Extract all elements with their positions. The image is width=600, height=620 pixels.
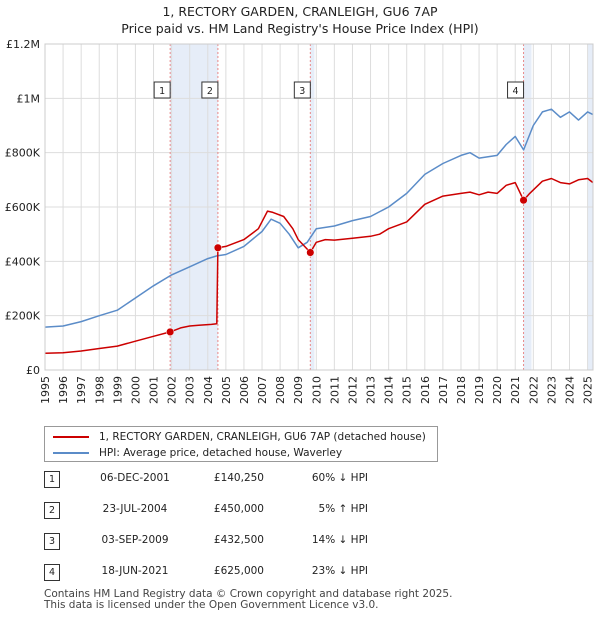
legend-swatch-hpi	[53, 452, 89, 454]
legend-label-hpi: HPI: Average price, detached house, Wave…	[99, 447, 343, 459]
sale-date: 06-DEC-2001	[100, 472, 170, 484]
legend: 1, RECTORY GARDEN, CRANLEIGH, GU6 7AP (d…	[44, 426, 438, 462]
x-tick-label: 2002	[166, 376, 179, 404]
x-tick-label: 2017	[437, 376, 450, 404]
x-tick-label: 1997	[75, 376, 88, 404]
legend-swatch-property	[53, 436, 89, 438]
y-tick-label: £600K	[5, 201, 41, 214]
sale-label: 3	[299, 86, 305, 97]
sale-marker-number: 3	[44, 533, 60, 550]
sale-date: 03-SEP-2009	[101, 534, 169, 546]
y-tick-label: £1M	[17, 92, 41, 105]
x-tick-label: 2012	[346, 376, 359, 404]
sale-price: £432,500	[213, 534, 264, 546]
x-tick-label: 1999	[111, 376, 124, 404]
plot-frame	[44, 43, 594, 371]
chart-title-block: 1, RECTORY GARDEN, CRANLEIGH, GU6 7AP Pr…	[0, 3, 600, 37]
sale-point	[166, 327, 175, 336]
sale-marker-number: 2	[44, 502, 60, 519]
x-tick-label: 1998	[93, 376, 106, 404]
sale-row: 2 23-JUL-2004 £450,000 5% ↑ HPI	[44, 502, 444, 520]
y-tick-label: £1.2M	[6, 38, 40, 51]
x-tick-label: 2021	[509, 376, 522, 404]
sale-price: £625,000	[213, 565, 264, 577]
sale-hpi-diff: 14% ↓ HPI	[311, 534, 368, 546]
sale-row: 3 03-SEP-2009 £432,500 14% ↓ HPI	[44, 533, 444, 551]
series-line-property	[44, 177, 594, 354]
sale-row: 1 06-DEC-2001 £140,250 60% ↓ HPI	[44, 471, 444, 489]
x-tick-label: 2014	[383, 376, 396, 404]
x-tick-label: 1995	[39, 376, 52, 404]
x-tick-label: 2018	[455, 376, 468, 404]
sale-marker-number: 1	[44, 471, 60, 488]
sale-label-box	[507, 81, 525, 99]
sale-label: 1	[159, 86, 165, 97]
x-tick-label: 2024	[563, 376, 576, 404]
x-tick-label: 2020	[491, 376, 504, 404]
sale-date: 23-JUL-2004	[102, 503, 168, 515]
x-tick-label: 2019	[473, 376, 486, 404]
x-tick-label: 2006	[238, 376, 251, 404]
y-tick-label: £800K	[5, 147, 41, 160]
sale-label-box	[153, 81, 171, 99]
sale-hpi-diff: 60% ↓ HPI	[311, 472, 368, 484]
footer-attribution: Contains HM Land Registry data © Crown c…	[44, 589, 452, 611]
price-chart: 1 2 3 4 £0 £200K £400K £600K £800K £1M £1.2M 1995 19…	[5, 38, 595, 404]
sale-price: £450,000	[213, 503, 264, 515]
footer-line-1: Contains HM Land Registry data © Crown c…	[44, 588, 453, 600]
sale-label-box	[293, 81, 311, 99]
x-tick-label: 2015	[401, 376, 414, 404]
chart-subtitle: Price paid vs. HM Land Registry's House …	[121, 21, 479, 36]
y-tick-label: £0	[26, 364, 40, 377]
x-tick-label: 2005	[220, 376, 233, 404]
sale-label: 4	[513, 86, 519, 97]
x-tick-label: 2025	[582, 376, 595, 404]
legend-label-property: 1, RECTORY GARDEN, CRANLEIGH, GU6 7AP (d…	[99, 431, 426, 443]
x-tick-label: 2016	[419, 376, 432, 404]
sale-point	[213, 243, 222, 252]
sale-marker-number: 4	[44, 564, 60, 581]
x-tick-label: 2013	[365, 376, 378, 404]
sale-price: £140,250	[213, 472, 264, 484]
y-tick-label: £400K	[5, 255, 41, 268]
x-tick-label: 2023	[545, 376, 558, 404]
x-tick-label: 2011	[328, 376, 341, 404]
x-tick-label: 2008	[274, 376, 287, 404]
x-tick-label: 2010	[310, 376, 323, 404]
sale-point	[519, 196, 528, 205]
series-line-hpi	[44, 108, 594, 328]
x-tick-label: 2022	[527, 376, 540, 404]
sale-hpi-diff: 23% ↓ HPI	[311, 565, 368, 577]
sale-date: 18-JUN-2021	[101, 565, 169, 577]
footer-line-2: This data is licensed under the Open Gov…	[44, 599, 379, 611]
x-tick-label: 2001	[148, 376, 161, 404]
x-tick-label: 2007	[256, 376, 269, 404]
sale-label-box	[201, 81, 219, 99]
chart-title: 1, RECTORY GARDEN, CRANLEIGH, GU6 7AP	[162, 4, 438, 19]
x-tick-label: 2009	[292, 376, 305, 404]
sale-row: 4 18-JUN-2021 £625,000 23% ↓ HPI	[44, 564, 444, 582]
x-tick-label: 2003	[184, 376, 197, 404]
sale-point	[306, 248, 315, 257]
x-tick-label: 1996	[57, 376, 70, 404]
x-tick-label: 2000	[129, 376, 142, 404]
sale-hpi-diff: 5% ↑ HPI	[318, 503, 368, 515]
sale-label: 2	[207, 86, 213, 97]
y-tick-label: £200K	[5, 310, 41, 323]
x-tick-label: 2004	[202, 376, 215, 404]
